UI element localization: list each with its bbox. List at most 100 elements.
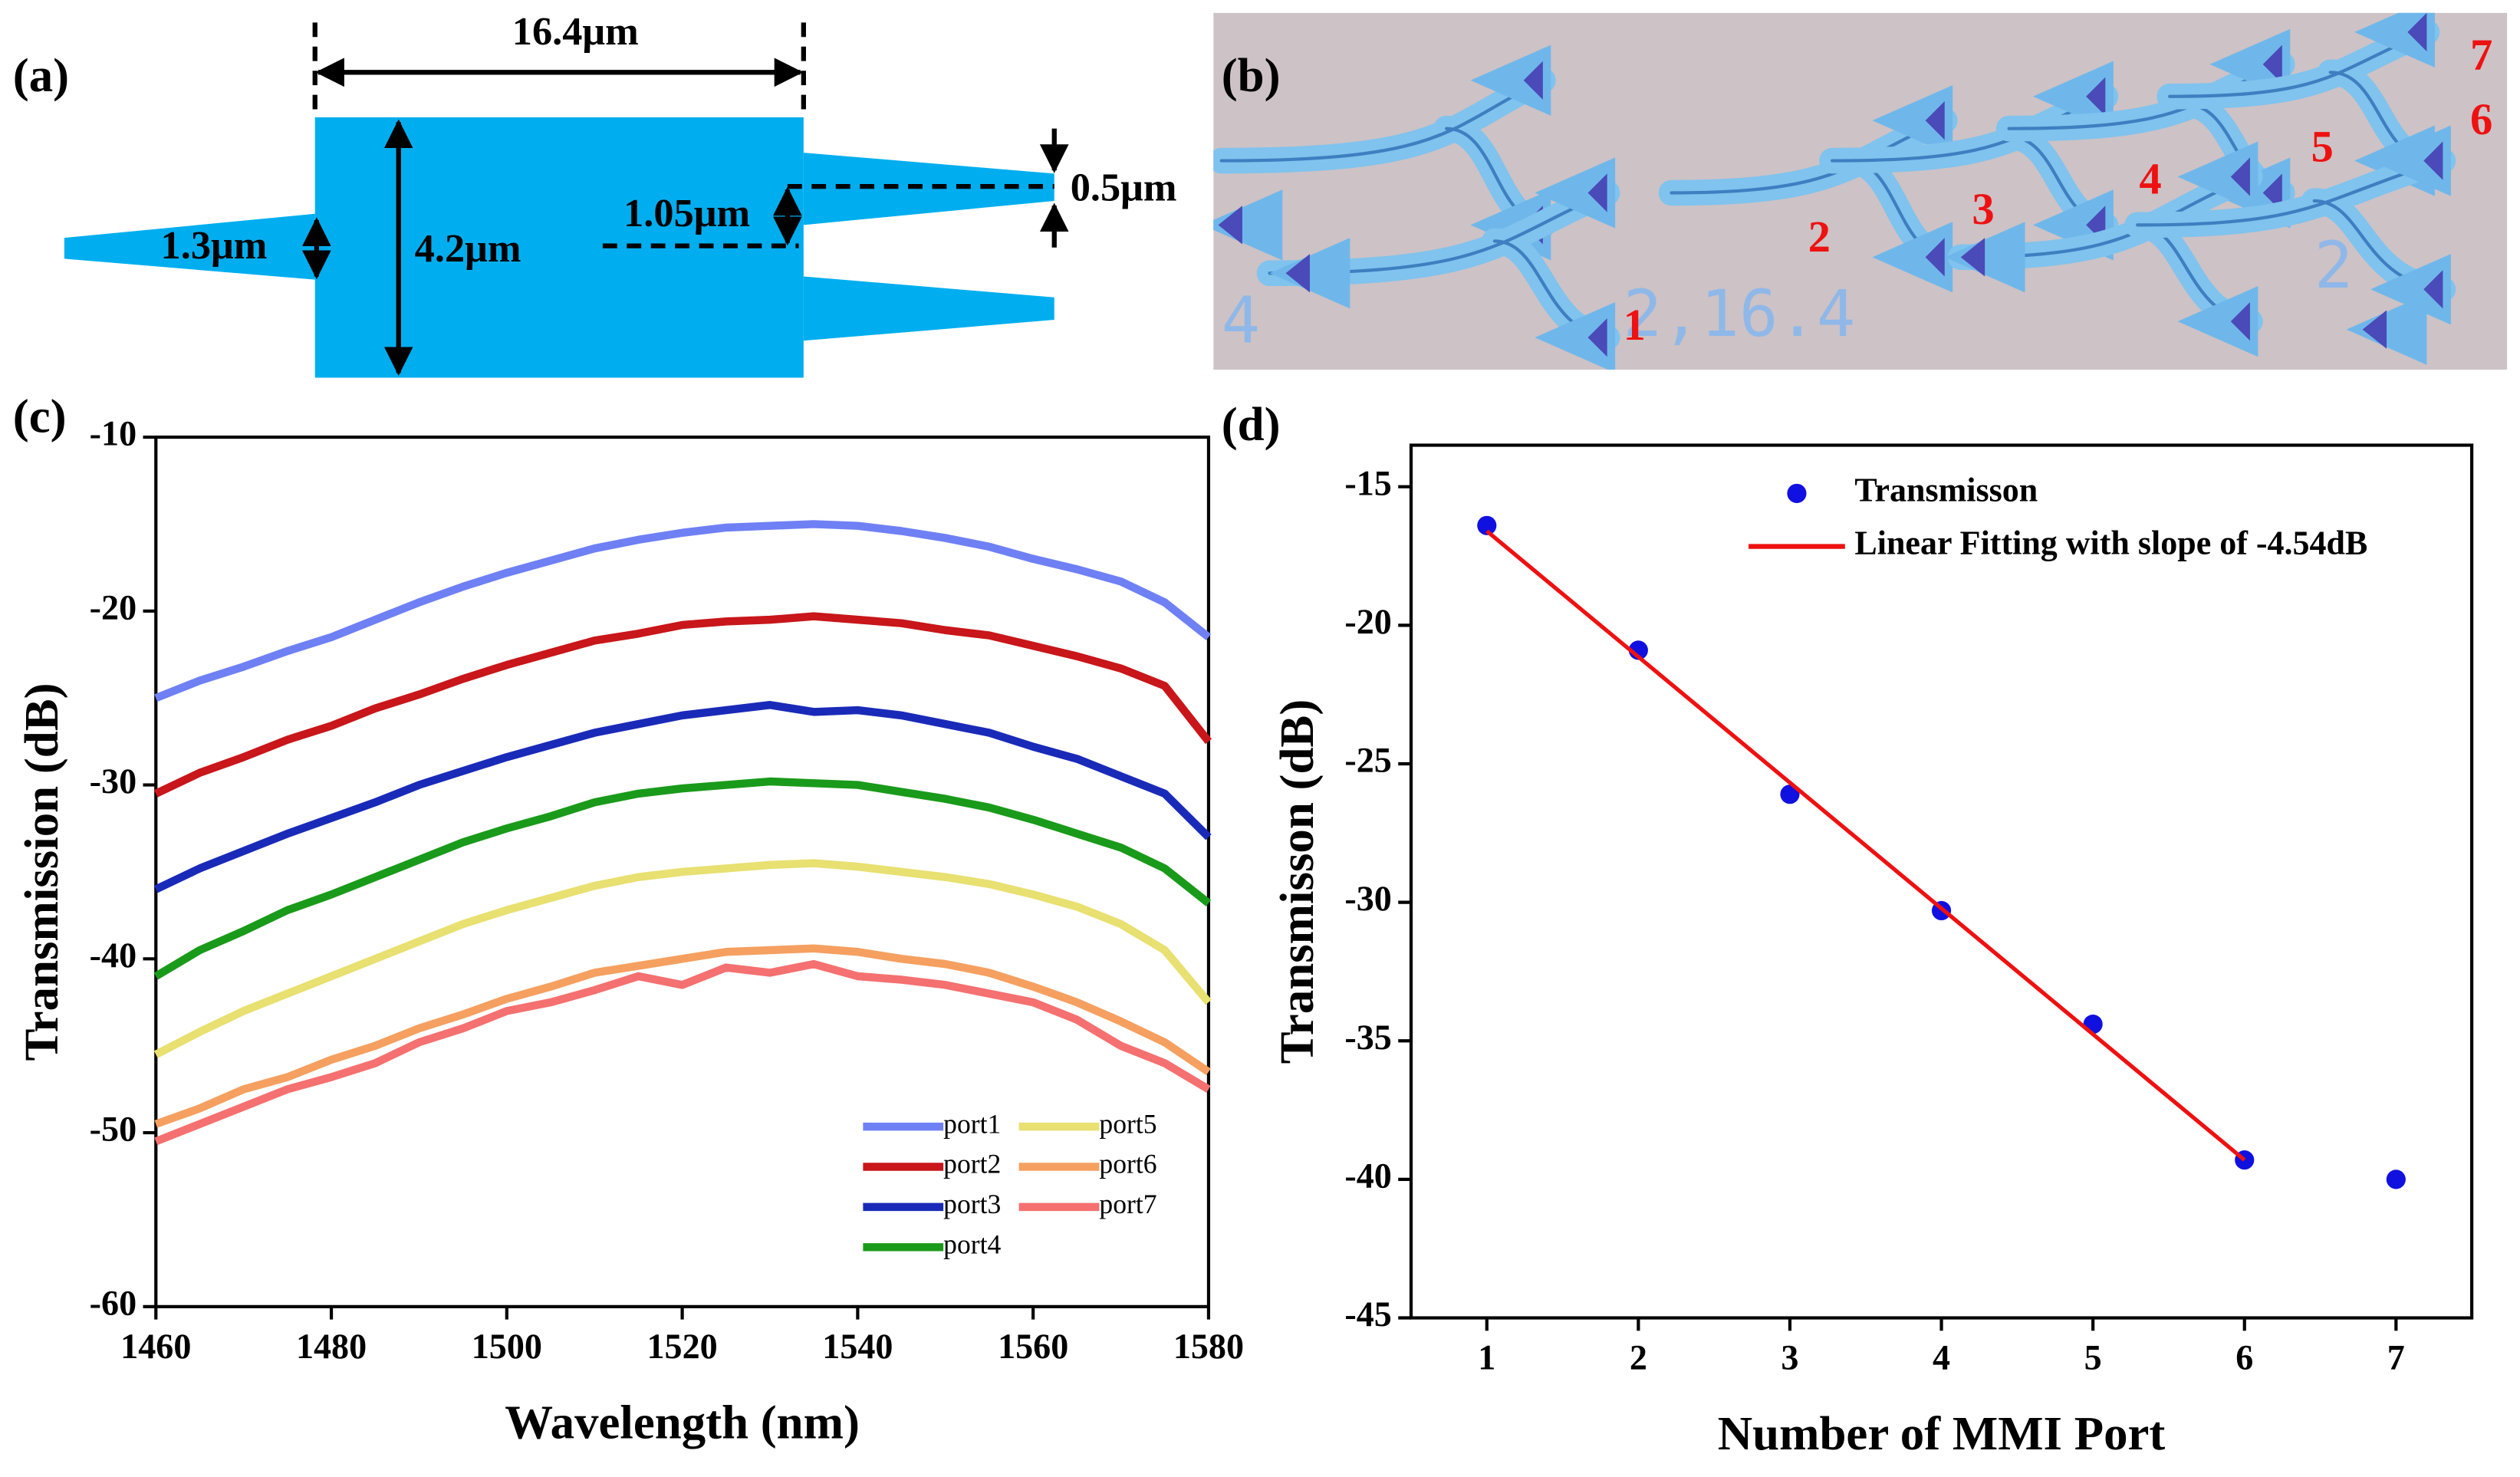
x-axis-label: Wavelength (nm) xyxy=(505,1395,860,1449)
legend-label: port3 xyxy=(943,1189,1001,1219)
grating-coupler xyxy=(2370,125,2451,196)
port-label: 4 xyxy=(2139,153,2161,203)
legend-label: port2 xyxy=(943,1149,1001,1179)
x-tick-label: 1540 xyxy=(822,1327,893,1366)
y-tick-label: -20 xyxy=(90,587,137,627)
grating-coupler-core xyxy=(1960,238,1985,277)
x-tick-label: 1580 xyxy=(1173,1327,1244,1366)
grating-coupler-core xyxy=(1587,173,1607,212)
port-label: 3 xyxy=(1972,184,1994,234)
dimension-label: 1.3μm xyxy=(161,223,268,268)
grating-coupler-core xyxy=(2086,77,2106,116)
port-label: 2 xyxy=(1808,212,1831,262)
port-label: 5 xyxy=(2311,121,2334,171)
series-line xyxy=(153,859,1212,1058)
grating-coupler-core xyxy=(2407,12,2427,52)
y-axis-label: Transmission (dB) xyxy=(15,683,68,1061)
chip-text: 4 xyxy=(1222,282,1260,357)
grating-coupler-core xyxy=(2423,270,2443,309)
dimension-label: 1.05μm xyxy=(623,191,750,235)
x-tick-label: 1500 xyxy=(472,1327,542,1366)
port-label: 1 xyxy=(1624,300,1646,350)
y-tick-label: -60 xyxy=(90,1283,137,1322)
grating-coupler-core xyxy=(2423,141,2443,180)
grating-coupler-core xyxy=(1925,101,1945,140)
y-tick-label: -15 xyxy=(1344,463,1391,502)
grating-coupler-core xyxy=(1218,206,1242,245)
port-labels: 1 2 3 4 5 6 7 xyxy=(1624,30,2493,350)
grating-coupler xyxy=(2177,141,2258,212)
chip-text: 2 xyxy=(2314,228,2353,303)
x-tick-label: 2 xyxy=(1630,1338,1647,1377)
series-line xyxy=(154,520,1212,702)
mmi-diagram: (a) 16.4μm 4.2μm 1.3μm 1.05μm 0.5μm xyxy=(13,9,1177,378)
x-tick-label: 1460 xyxy=(120,1327,191,1366)
grating-coupler-core xyxy=(2230,157,2250,196)
x-tick-label: 3 xyxy=(1781,1338,1798,1377)
output-taper xyxy=(803,276,1054,341)
x-tick-label: 5 xyxy=(2084,1338,2102,1377)
legend-label: Transmisson xyxy=(1854,471,2038,508)
panel-label: (b) xyxy=(1222,48,1281,102)
grating-coupler xyxy=(1535,157,1616,229)
legend-label: Linear Fitting with slope of -4.54dB xyxy=(1854,525,2367,562)
x-axis-label: Number of MMI Port xyxy=(1718,1406,2166,1460)
grating-coupler-core xyxy=(2262,44,2282,84)
series-line xyxy=(154,612,1212,798)
grating-coupler-core xyxy=(1523,61,1543,100)
panel-label: (c) xyxy=(13,390,67,443)
legend-label: port7 xyxy=(1099,1189,1156,1219)
series-line xyxy=(154,959,1211,1146)
grating-coupler xyxy=(1872,222,1953,293)
grating-coupler-core xyxy=(1925,238,1945,277)
grating-coupler xyxy=(2370,254,2451,325)
grating-coupler-core xyxy=(2362,310,2387,349)
legend-label: port6 xyxy=(1099,1149,1156,1179)
input-taper xyxy=(64,213,315,280)
x-tick-label: 1520 xyxy=(647,1327,718,1366)
legend-label: port5 xyxy=(1099,1108,1156,1139)
grating-coupler xyxy=(1872,85,1953,156)
plot-frame xyxy=(1409,443,2474,1320)
y-tick-label: -10 xyxy=(90,414,137,453)
y-tick-label: -25 xyxy=(1344,741,1391,780)
x-tick-label: 1480 xyxy=(296,1327,367,1366)
y-tick-label: -35 xyxy=(1344,1018,1391,1057)
dimension-label: 0.5μm xyxy=(1071,165,1177,209)
grating-coupler xyxy=(1470,44,1551,116)
y-axis-label: Transmisson (dB) xyxy=(1270,699,1324,1064)
y-tick-label: -30 xyxy=(1344,879,1391,918)
chip-text: 2,16.4 xyxy=(1624,276,1856,351)
x-tick-label: 4 xyxy=(1933,1338,1950,1377)
micrograph-image: 4 2,16.4 2 xyxy=(1213,12,2508,370)
series-line xyxy=(153,777,1212,980)
output-taper xyxy=(803,153,1054,225)
dimension-label: 4.2μm xyxy=(415,226,521,271)
legend-swatch xyxy=(1787,483,1807,503)
data-point xyxy=(2386,1169,2406,1189)
data-point xyxy=(1477,515,1497,535)
port-label: 6 xyxy=(2470,94,2492,144)
panel-label: (a) xyxy=(13,48,69,102)
port-label: 7 xyxy=(2470,30,2492,80)
y-tick-label: -20 xyxy=(1344,602,1391,641)
y-tick-label: -40 xyxy=(1344,1156,1391,1195)
x-tick-label: 7 xyxy=(2387,1338,2405,1377)
data-point xyxy=(1780,785,1800,804)
dimension-lines xyxy=(301,22,1069,376)
y-tick-label: -50 xyxy=(90,1110,137,1149)
series-line xyxy=(1485,529,2246,1162)
y-tick-label: -30 xyxy=(90,762,137,801)
y-tick-label: -40 xyxy=(90,936,137,975)
x-tick-label: 6 xyxy=(2235,1338,2253,1377)
y-tick-label: -45 xyxy=(1344,1294,1391,1334)
panel-label: (d) xyxy=(1222,397,1281,451)
legend-label: port4 xyxy=(943,1229,1001,1259)
series-line xyxy=(154,701,1212,893)
legend-label: port1 xyxy=(943,1108,1001,1139)
series-line xyxy=(154,944,1211,1128)
grating-coupler xyxy=(2177,286,2258,357)
grating-coupler xyxy=(1535,302,1616,370)
grating-coupler-core xyxy=(1285,254,1310,293)
